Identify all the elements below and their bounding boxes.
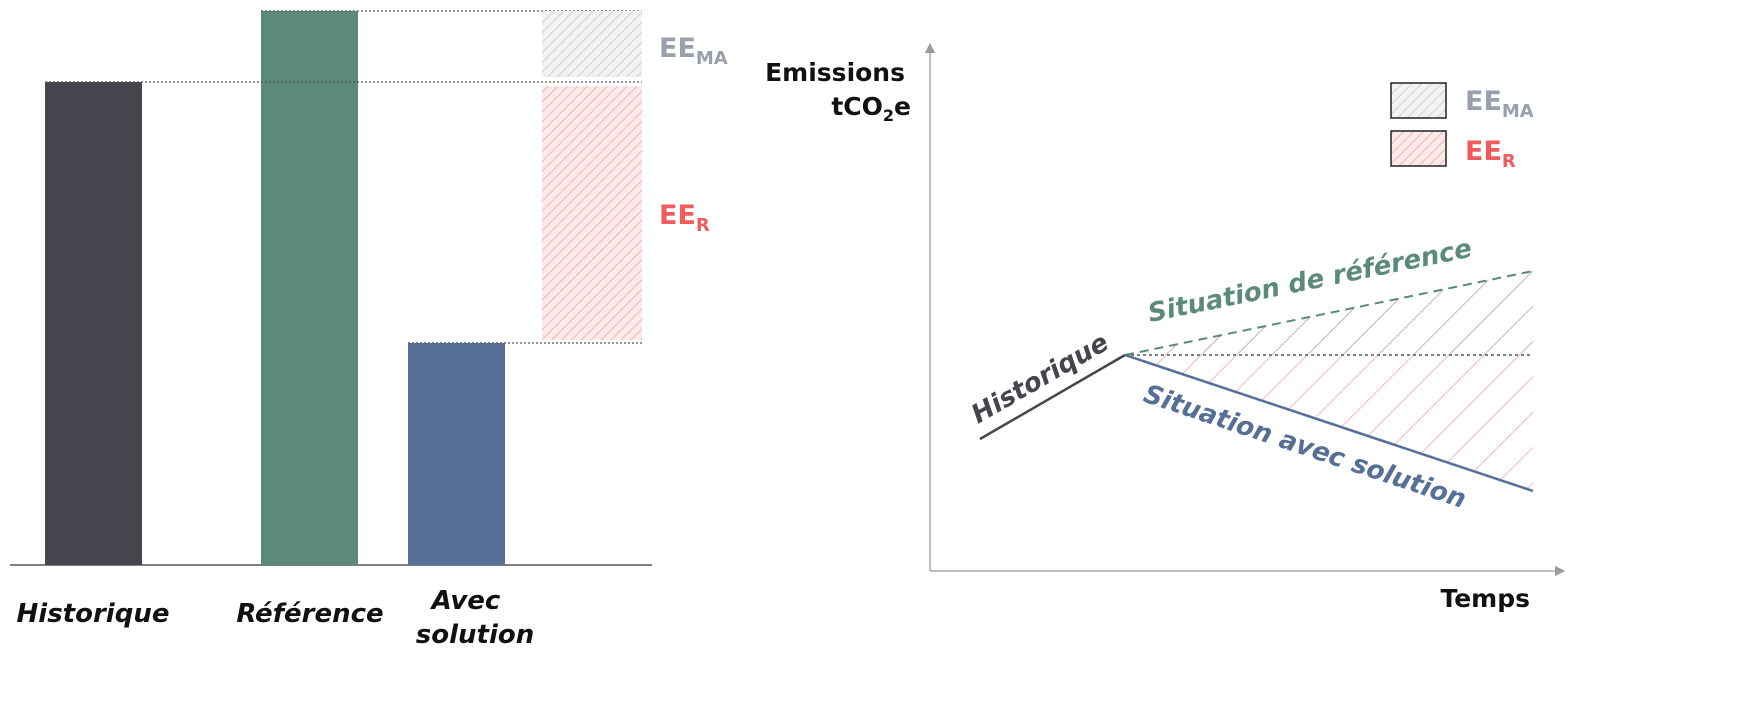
ee-r-box — [542, 86, 642, 340]
bar-reference — [261, 11, 358, 565]
y-axis-label-line2: tCO2e — [831, 92, 911, 125]
y-axis-label-line1: Emissions — [765, 58, 905, 87]
historique-line — [979, 353, 1126, 441]
reference-dashed-line — [1124, 270, 1534, 356]
category-label-historique: Historique — [17, 599, 170, 629]
right-line-chart: Emissions tCO2e Temps Historique Situati… — [765, 42, 1566, 613]
x-axis-label: Temps — [1440, 584, 1530, 613]
category-label-avec-solution-line1: Avec — [430, 586, 501, 616]
left-bar-chart: EEMA EER Historique Référence Avec solut… — [10, 10, 728, 650]
category-label-avec-solution-line2: solution — [416, 620, 534, 650]
legend: EEMA EER — [1390, 82, 1534, 172]
legend-label-ee-ma: EEMA — [1465, 86, 1534, 122]
legend-swatch-ee-r — [1390, 130, 1447, 167]
ee-r-label: EER — [659, 200, 710, 236]
legend-swatch-ee-ma — [1390, 82, 1447, 119]
solution-line — [1124, 353, 1534, 493]
ee-ma-box — [542, 11, 642, 77]
bar-historique — [45, 82, 142, 565]
curve-label-historique: Historique — [967, 328, 1114, 430]
legend-label-ee-r: EER — [1465, 136, 1516, 172]
ee-ma-area — [1125, 271, 1533, 355]
ee-ma-label: EEMA — [659, 33, 728, 69]
bar-avec-solution — [408, 343, 505, 565]
category-label-reference: Référence — [236, 599, 383, 629]
